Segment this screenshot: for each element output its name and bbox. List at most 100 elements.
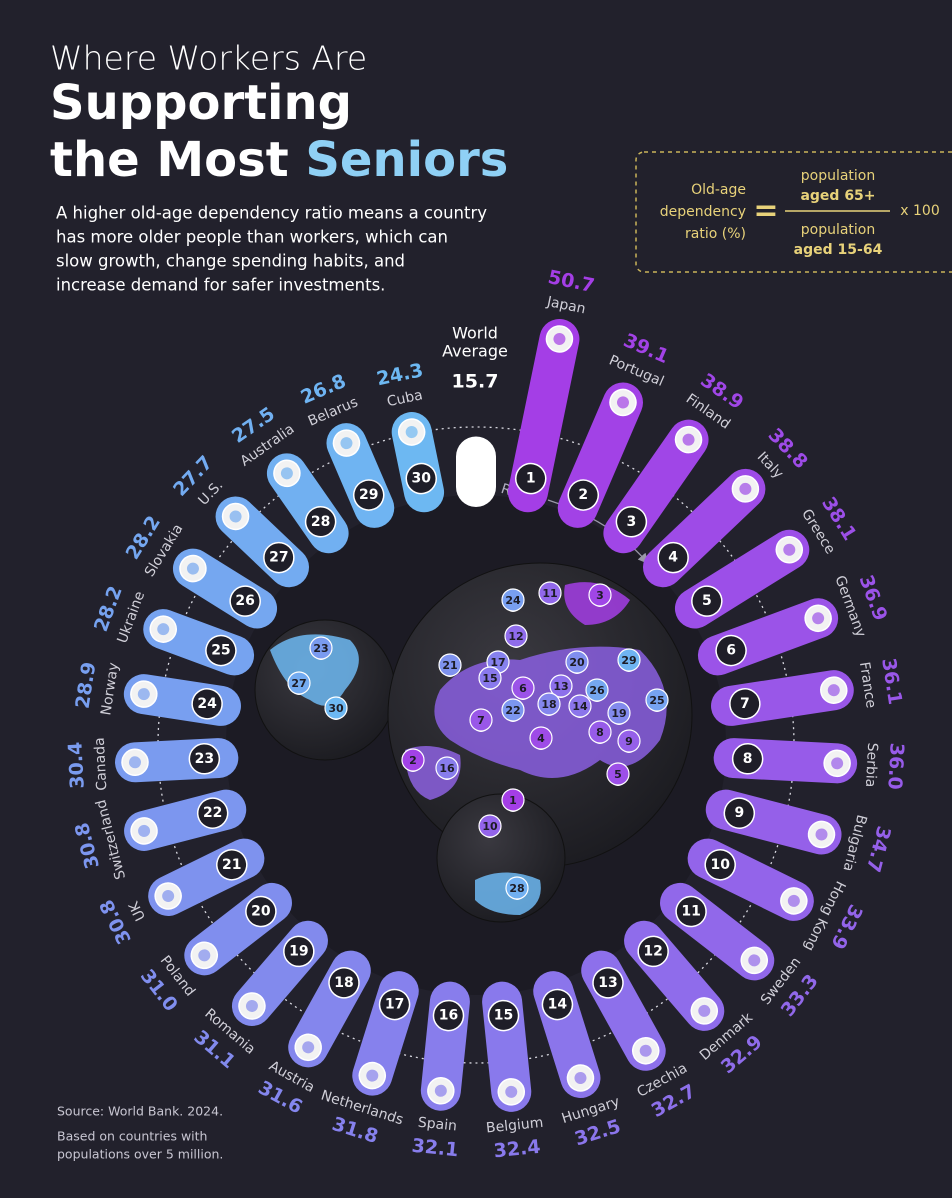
rank-number: 28	[311, 514, 330, 530]
value-label: 30.4	[64, 741, 88, 789]
rank-circle	[657, 541, 689, 574]
map-pin-head	[501, 788, 525, 812]
bar-group	[674, 529, 810, 629]
map-pin-head	[565, 650, 589, 674]
map-pin-head	[505, 876, 529, 900]
rank-number: 23	[195, 751, 214, 767]
map-pin-number: 10	[482, 820, 498, 833]
description-line: has more older people than workers, whic…	[56, 228, 448, 247]
bar-group	[705, 789, 842, 855]
rank-circle	[541, 988, 574, 1021]
title-line: Supporting	[50, 75, 352, 131]
map-pin-number: 30	[328, 702, 344, 715]
rank-circle	[691, 585, 723, 617]
note-line: Based on countries with	[57, 1129, 207, 1144]
formula-label: dependency	[660, 204, 746, 220]
rank-circle	[675, 895, 707, 928]
rank-circle	[263, 541, 295, 574]
map-pin-head	[549, 674, 573, 698]
bar-group	[711, 670, 854, 726]
flag-inner	[157, 623, 170, 636]
formula-label: Old-age	[691, 182, 746, 198]
country-name: UK	[126, 898, 149, 923]
bar-group	[697, 598, 839, 676]
map-pin-head	[537, 692, 561, 716]
flag-inner	[787, 894, 800, 907]
formula-numerator: population	[801, 168, 876, 184]
rank-circle	[283, 935, 315, 968]
rank-circle	[196, 797, 229, 829]
formula-multiplier: x 100	[900, 203, 939, 219]
bar-group	[143, 609, 255, 676]
rank-number: 12	[643, 943, 662, 959]
rank-number: 13	[598, 975, 617, 991]
rank-number: 30	[412, 471, 432, 487]
map-pin-head	[435, 756, 459, 780]
rank-number: 2	[578, 487, 588, 503]
flag-inner	[138, 824, 151, 837]
map-pin-number: 15	[482, 672, 497, 685]
map-pin-number: 21	[442, 659, 457, 672]
rank-circle	[245, 895, 277, 928]
description-line: slow growth, change spending habits, and	[56, 252, 405, 271]
map-pin-head	[478, 666, 502, 690]
bar-group	[172, 548, 278, 629]
formula-label: ratio (%)	[685, 226, 746, 242]
rank-circle	[729, 688, 761, 720]
rank-circle	[378, 988, 411, 1021]
map-pin-number: 25	[649, 694, 664, 707]
flag-inner	[405, 426, 418, 439]
value-label: 32.4	[493, 1136, 542, 1163]
flag-inner	[229, 510, 242, 523]
flag-inner	[162, 890, 175, 903]
map-pin-head	[324, 696, 348, 720]
rank-number: 9	[734, 805, 744, 821]
rank-number: 25	[211, 643, 230, 659]
bar-group	[713, 738, 858, 784]
formula-numerator: aged 65+	[800, 188, 875, 204]
rank-circle	[731, 743, 764, 775]
map-pin-number: 6	[519, 682, 527, 695]
map-pin-number: 7	[477, 714, 485, 727]
rank-number: 10	[710, 857, 730, 873]
value-label: 32.1	[411, 1135, 460, 1162]
bar-group	[533, 971, 601, 1098]
value-label: 36.0	[883, 742, 907, 790]
map-pin-head	[501, 588, 525, 612]
bar-group	[482, 981, 532, 1112]
flag-inner	[815, 828, 828, 841]
country-name: Norway	[98, 662, 122, 717]
country-name: Belgium	[485, 1115, 544, 1137]
rank-number: 1	[526, 471, 536, 487]
formula-denominator: population	[801, 222, 876, 238]
map-pin-number: 11	[542, 587, 557, 600]
bar-group	[642, 468, 766, 588]
rank-number: 15	[494, 1008, 513, 1024]
bar-group	[603, 419, 709, 554]
map-pin-head	[478, 814, 502, 838]
rank-circle	[304, 506, 337, 538]
flag-inner	[302, 1041, 315, 1054]
rank-number: 22	[203, 805, 222, 821]
world-average-value: 15.7	[452, 371, 499, 393]
rank-circle	[191, 688, 223, 720]
map-pin-head	[401, 748, 425, 772]
map-pin-head	[438, 653, 462, 677]
map-pin-head	[588, 720, 612, 744]
map-pin-number: 23	[313, 642, 328, 655]
bar-group	[114, 738, 239, 783]
title-part: the Most	[50, 132, 305, 188]
flag-inner	[245, 999, 258, 1012]
rank-circle	[405, 462, 437, 495]
note-line: populations over 5 million.	[57, 1147, 223, 1162]
flag-inner	[553, 332, 566, 345]
bar-group	[507, 318, 580, 513]
map-pin-head	[501, 698, 525, 722]
rank-circle	[229, 585, 261, 617]
bar-group	[581, 950, 666, 1071]
map-pin-number: 12	[508, 630, 523, 643]
rank-number: 29	[359, 487, 378, 503]
flag-inner	[280, 467, 293, 480]
rank-number: 16	[439, 1008, 458, 1024]
rank-circle	[704, 849, 736, 881]
